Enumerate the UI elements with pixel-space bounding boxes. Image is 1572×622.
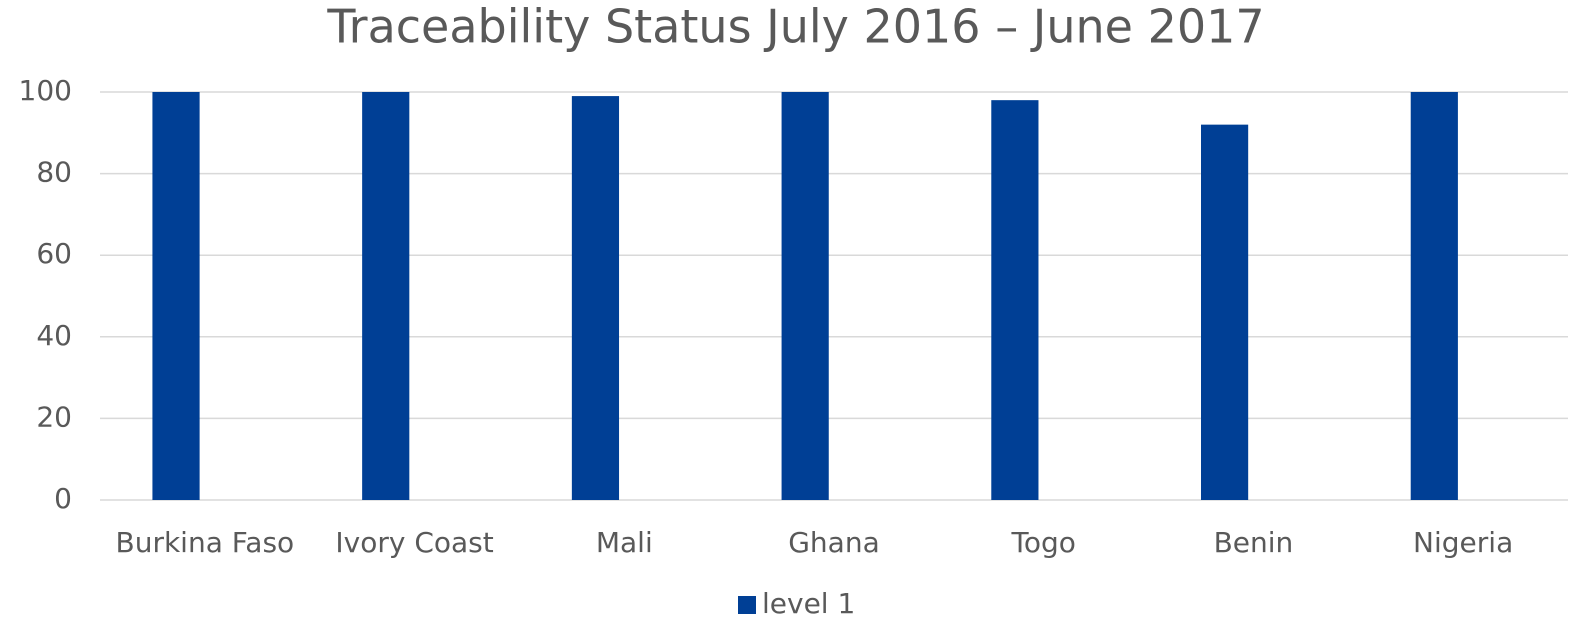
bar [152,92,200,500]
legend-swatch [738,596,756,614]
x-tick-label: Ghana [788,526,880,559]
x-tick-label: Mali [596,526,653,559]
bar [1410,92,1458,500]
bar [1201,124,1249,500]
x-tick-label: Benin [1214,526,1294,559]
bar [781,92,829,500]
x-tick-label: Nigeria [1413,526,1513,559]
bar [991,100,1039,500]
x-tick-label: Ivory Coast [335,526,493,559]
legend-label: level 1 [762,587,855,620]
y-tick-label: 80 [36,156,72,189]
y-tick-label: 20 [36,400,72,433]
y-tick-label: 0 [54,482,72,515]
x-tick-label: Burkina Faso [116,526,295,559]
x-tick-label: Togo [1011,526,1076,559]
y-tick-label: 40 [36,319,72,352]
y-tick-label: 60 [36,237,72,270]
bar [362,92,410,500]
chart-title: Traceability Status July 2016 – June 201… [326,0,1264,54]
y-tick-label: 100 [19,74,72,107]
bar [571,96,620,500]
